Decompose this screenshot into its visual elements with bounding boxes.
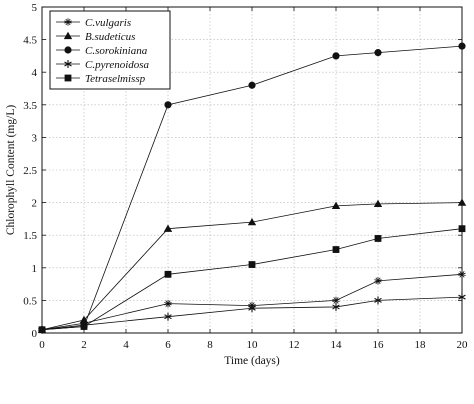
- x-tick-label: 0: [39, 339, 45, 351]
- y-tick-label: 1.5: [23, 230, 37, 242]
- data-point-c-vulgaris: [374, 277, 382, 285]
- legend-label-tetraselmissp: Tetraselmissp: [85, 73, 146, 85]
- legend-marker-tetraselmissp: [64, 74, 72, 82]
- legend-marker-c-sorokiniana: [64, 46, 72, 54]
- data-point-tetraselmissp: [80, 323, 88, 330]
- x-tick-label: 14: [331, 339, 343, 351]
- data-point-c-pyrenoidosa: [374, 296, 382, 305]
- legend-marker-c-vulgaris: [64, 18, 72, 26]
- y-tick-label: 0.5: [23, 295, 37, 307]
- x-tick-label: 4: [123, 339, 129, 351]
- legend-label-b-sudeticus: B.sudeticus: [85, 31, 135, 43]
- ticks-layer: 0 2 4 6 8 10 12 14 16 18 20 0 0.5 1 1.5 2 2.5 3 3.5 4 4.5 5: [23, 2, 468, 351]
- y-tick-label: 2: [32, 198, 38, 210]
- data-point-b-sudeticus: [373, 199, 383, 208]
- data-point-b-sudeticus: [457, 198, 467, 206]
- data-point-c-sorokiniana: [374, 49, 382, 57]
- legend-marker-c-pyrenoidosa: [64, 60, 72, 68]
- data-point-tetraselmissp: [38, 326, 46, 334]
- y-tick-label: 3.5: [23, 100, 37, 112]
- y-tick-label: 3: [32, 132, 38, 144]
- series-layer: [37, 42, 467, 334]
- legend-label-c-pyrenoidosa: C.pyrenoidosa: [85, 59, 150, 71]
- x-axis-label: Time (days): [224, 355, 280, 367]
- data-point-b-sudeticus: [163, 224, 173, 232]
- legend-entry-b-sudeticus: B.sudeticus: [56, 31, 135, 43]
- y-tick-label: 4.5: [23, 35, 37, 47]
- y-tick-label: 4: [32, 67, 38, 79]
- data-point-c-sorokiniana: [332, 52, 340, 60]
- data-point-c-vulgaris: [164, 299, 172, 308]
- x-tick-label: 16: [373, 339, 385, 351]
- data-point-c-pyrenoidosa: [332, 302, 340, 311]
- legend-entry-c-pyrenoidosa: C.pyrenoidosa: [56, 59, 150, 71]
- data-point-tetraselmissp: [248, 261, 256, 268]
- legend-entry-c-sorokiniana: C.sorokiniana: [56, 45, 148, 57]
- data-point-c-pyrenoidosa: [164, 312, 172, 321]
- legend-entry-tetraselmissp: Tetraselmissp: [56, 73, 146, 85]
- series-b-sudeticus: [37, 198, 467, 333]
- x-tick-label: 6: [165, 339, 171, 351]
- data-point-c-sorokiniana: [458, 42, 466, 50]
- x-tick-label: 10: [247, 339, 259, 351]
- y-tick-label: 0: [32, 328, 38, 340]
- data-point-c-pyrenoidosa: [458, 293, 466, 302]
- legend-entries: C.vulgaris B.sudeticus C.sorokiniana C.pyre…: [56, 17, 150, 85]
- x-tick-label: 2: [81, 339, 87, 351]
- legend-label-c-sorokiniana: C.sorokiniana: [85, 45, 148, 57]
- legend-entry-c-vulgaris: C.vulgaris: [56, 17, 131, 29]
- data-point-tetraselmissp: [164, 270, 172, 278]
- data-point-tetraselmissp: [458, 225, 466, 233]
- legend: C.vulgaris B.sudeticus C.sorokiniana C.pyre…: [49, 10, 171, 90]
- data-point-b-sudeticus: [247, 217, 257, 226]
- x-tick-label: 8: [207, 339, 213, 351]
- data-point-c-sorokiniana: [164, 101, 172, 109]
- data-point-c-sorokiniana: [248, 81, 256, 89]
- legend-marker-b-sudeticus: [63, 31, 73, 40]
- x-tick-label: 18: [415, 339, 427, 351]
- data-point-c-pyrenoidosa: [248, 304, 256, 313]
- series-tetraselmissp: [38, 225, 466, 334]
- x-tick-label: 12: [289, 339, 300, 351]
- series-c-vulgaris: [38, 270, 466, 334]
- data-point-tetraselmissp: [374, 235, 382, 242]
- y-tick-label: 2.5: [23, 165, 37, 177]
- y-tick-label: 5: [32, 2, 38, 14]
- data-point-c-vulgaris: [458, 270, 466, 279]
- y-axis-label: Chlorophyll Content (mg/L): [5, 105, 17, 235]
- y-tick-label: 1: [32, 263, 38, 275]
- data-point-c-vulgaris: [332, 296, 340, 305]
- x-tick-label: 20: [457, 339, 469, 351]
- legend-label-c-vulgaris: C.vulgaris: [85, 17, 131, 29]
- grid-layer: [42, 7, 462, 333]
- data-point-tetraselmissp: [332, 246, 340, 253]
- data-point-b-sudeticus: [331, 201, 341, 210]
